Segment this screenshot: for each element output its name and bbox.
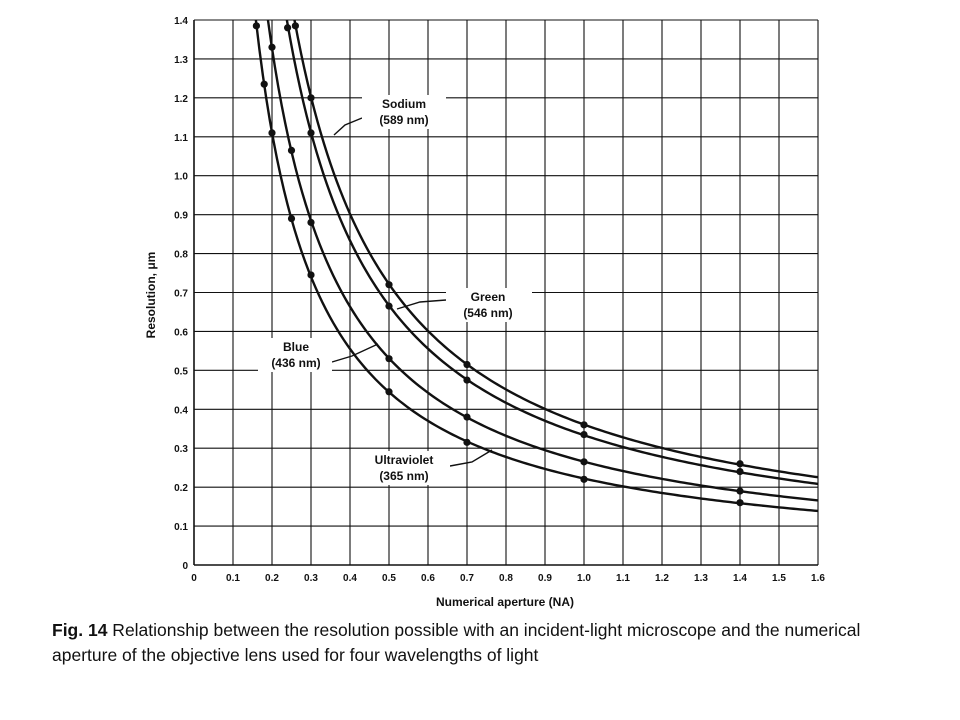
y-tick-label: 1.4 xyxy=(174,16,188,27)
y-tick-label: 1.1 xyxy=(174,133,188,144)
data-point xyxy=(284,24,292,32)
figure-number: Fig. 14 xyxy=(52,620,108,640)
data-point xyxy=(268,43,276,51)
label-sodium-wavelength: (589 nm) xyxy=(379,113,428,127)
label-ultraviolet: Ultraviolet (365 nm) xyxy=(360,451,450,485)
label-ultraviolet-name: Ultraviolet xyxy=(375,453,434,467)
y-tick-label: 1.2 xyxy=(174,94,188,105)
y-tick-label: 0.8 xyxy=(174,250,188,261)
x-tick-label: 1.3 xyxy=(694,573,708,584)
x-tick-label: 1.1 xyxy=(616,573,630,584)
data-point xyxy=(463,438,471,446)
x-tick-label: 0.4 xyxy=(343,573,357,584)
x-axis-title: Numerical aperture (NA) xyxy=(436,595,574,609)
data-point xyxy=(385,388,393,396)
label-blue: Blue (436 nm) xyxy=(258,338,332,372)
y-tick-label: 1.0 xyxy=(174,172,188,183)
data-point xyxy=(307,94,315,102)
label-green-name: Green xyxy=(471,290,506,304)
data-point xyxy=(463,376,471,384)
y-tick-label: 1.3 xyxy=(174,55,188,66)
curve-green xyxy=(285,19,819,486)
data-point xyxy=(268,129,276,137)
label-blue-wavelength: (436 nm) xyxy=(271,356,320,370)
y-tick-label: 0.6 xyxy=(174,327,188,338)
x-tick-label: 0.7 xyxy=(460,573,474,584)
data-point xyxy=(736,499,744,507)
x-tick-labels: 0 0.1 0.2 0.3 0.4 0.5 0.6 0.7 0.8 0.9 1.0 1.1 1.2 1.3… xyxy=(191,573,825,584)
data-point xyxy=(736,487,744,495)
data-point xyxy=(736,460,744,468)
y-tick-label: 0.4 xyxy=(174,405,188,416)
data-point xyxy=(385,355,393,363)
data-point xyxy=(287,146,296,155)
label-green-wavelength: (546 nm) xyxy=(463,306,512,320)
data-point xyxy=(385,281,393,289)
label-sodium: Sodium (589 nm) xyxy=(362,95,446,129)
label-sodium-name: Sodium xyxy=(382,97,426,111)
label-ultraviolet-wavelength: (365 nm) xyxy=(379,469,428,483)
data-point xyxy=(463,413,471,421)
x-tick-label: 0.9 xyxy=(538,573,552,584)
x-tick-label: 0.2 xyxy=(265,573,279,584)
x-tick-label: 0.1 xyxy=(226,573,240,584)
caption-text: Relationship between the resolution poss… xyxy=(52,620,861,665)
leader-ultraviolet xyxy=(449,449,493,467)
y-tick-label: 0 xyxy=(182,561,188,572)
data-point xyxy=(260,80,268,88)
data-point xyxy=(307,129,315,137)
data-point xyxy=(463,360,471,369)
y-tick-label: 0.7 xyxy=(174,289,188,300)
x-tick-label: 0.5 xyxy=(382,573,396,584)
y-tick-labels: 0 0.1 0.2 0.3 0.4 0.5 0.6 0.7 0.8 0.9 1.0 1.1 1.2 1.3… xyxy=(174,16,188,572)
data-point xyxy=(252,22,260,30)
data-point xyxy=(736,467,744,476)
y-tick-label: 0.3 xyxy=(174,444,188,455)
leader-blue xyxy=(331,343,379,363)
x-tick-label: 1.2 xyxy=(655,573,669,584)
data-point xyxy=(580,458,588,466)
chart-points xyxy=(252,22,744,507)
data-point xyxy=(385,302,393,310)
y-tick-label: 0.5 xyxy=(174,366,188,377)
x-tick-label: 1.4 xyxy=(733,573,747,584)
y-tick-label: 0.1 xyxy=(174,522,188,533)
data-point xyxy=(580,475,588,483)
leader-sodium xyxy=(333,117,363,136)
data-point xyxy=(580,421,588,429)
x-tick-label: 1.6 xyxy=(811,573,825,584)
chart-curves xyxy=(254,19,819,513)
x-tick-label: 0.6 xyxy=(421,573,435,584)
label-green: Green (546 nm) xyxy=(446,288,532,322)
y-axis-title: Resolution, μm xyxy=(144,252,158,339)
resolution-chart: 0 0.1 0.2 0.3 0.4 0.5 0.6 0.7 0.8 0.9 1.0 1.1 1.2 1.3… xyxy=(144,16,825,609)
data-point xyxy=(287,214,296,223)
data-point xyxy=(291,22,299,30)
figure-caption: Fig. 14 Relationship between the resolut… xyxy=(52,618,922,668)
data-point xyxy=(580,430,588,439)
data-point xyxy=(307,218,315,227)
y-tick-label: 0.2 xyxy=(174,483,188,494)
curve-sodium xyxy=(293,19,819,479)
x-tick-label: 1.5 xyxy=(772,573,786,584)
label-leaders xyxy=(331,117,493,467)
data-point xyxy=(307,271,315,279)
x-tick-label: 0.8 xyxy=(499,573,513,584)
x-tick-label: 1.0 xyxy=(577,573,591,584)
leader-green xyxy=(396,299,447,310)
y-tick-label: 0.9 xyxy=(174,211,188,222)
curve-blue xyxy=(266,19,819,502)
label-blue-name: Blue xyxy=(283,340,309,354)
x-tick-label: 0.3 xyxy=(304,573,318,584)
x-tick-label: 0 xyxy=(191,573,197,584)
curve-ultraviolet xyxy=(254,19,819,513)
